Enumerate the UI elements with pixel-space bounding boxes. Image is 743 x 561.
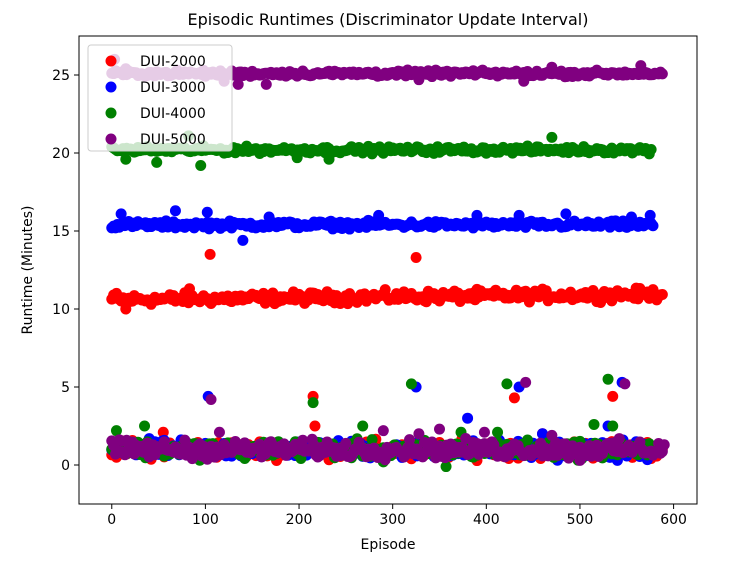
- point-dui-4000: [307, 397, 319, 409]
- plot-frame: [78, 35, 698, 505]
- point-dui-4000: [139, 420, 151, 432]
- x-tick-label: 400: [473, 512, 500, 528]
- point-dui-4000: [546, 131, 558, 143]
- legend-marker: [105, 107, 117, 119]
- point-dui-3000: [560, 208, 572, 220]
- point-dui-3000: [263, 211, 275, 223]
- point-dui-5000: [213, 426, 225, 438]
- point-dui-5000: [658, 439, 670, 451]
- legend-marker: [105, 55, 117, 67]
- x-axis-label: Episode: [361, 537, 416, 553]
- y-tick-label: 15: [52, 224, 70, 240]
- point-dui-4000: [195, 159, 207, 171]
- point-dui-2000: [204, 248, 216, 260]
- y-axis-ticks: 0 5 10 15 20 25: [52, 68, 79, 474]
- point-dui-4000: [588, 418, 600, 430]
- point-dui-5000: [546, 429, 558, 441]
- x-axis-ticks: 0 100 200 300 400 500 600: [107, 504, 687, 528]
- point-dui-2000: [110, 287, 122, 299]
- point-dui-4000: [492, 426, 504, 438]
- point-dui-5000: [232, 78, 244, 90]
- point-dui-5000: [518, 75, 530, 87]
- point-dui-4000: [501, 378, 513, 390]
- point-dui-3000: [644, 209, 656, 221]
- point-dui-3000: [513, 209, 525, 221]
- y-axis-label: Runtime (Minutes): [20, 206, 36, 335]
- point-dui-2000: [309, 420, 321, 432]
- point-dui-2000: [508, 392, 520, 404]
- point-dui-4000: [645, 143, 657, 155]
- point-dui-3000: [462, 412, 474, 424]
- point-dui-5000: [413, 428, 425, 440]
- point-dui-5000: [340, 437, 352, 449]
- point-dui-5000: [613, 433, 625, 445]
- x-tick-label: 500: [567, 512, 594, 528]
- point-dui-4000: [110, 425, 122, 437]
- point-dui-5000: [260, 78, 272, 90]
- y-tick-label: 20: [52, 146, 70, 162]
- point-dui-2000: [656, 288, 668, 300]
- legend-label: DUI-3000: [140, 80, 206, 96]
- legend-marker: [105, 133, 117, 145]
- point-dui-4000: [405, 378, 417, 390]
- y-tick-label: 0: [61, 458, 70, 474]
- legend-box: [87, 44, 233, 152]
- x-tick-label: 300: [379, 512, 406, 528]
- x-tick-label: 200: [286, 512, 313, 528]
- legend: DUI-2000 DUI-3000 DUI-4000 DUI-5000: [87, 44, 233, 152]
- x-tick-label: 100: [192, 512, 219, 528]
- point-dui-3000: [537, 428, 548, 440]
- point-dui-5000: [546, 61, 558, 73]
- point-dui-3000: [647, 220, 659, 232]
- point-dui-4000: [607, 420, 619, 432]
- point-dui-3000: [169, 205, 181, 217]
- legend-label: DUI-2000: [140, 54, 206, 70]
- y-tick-label: 25: [52, 68, 70, 84]
- point-dui-4000: [440, 461, 452, 473]
- point-dui-5000: [205, 393, 217, 405]
- point-dui-4000: [602, 373, 614, 385]
- y-tick-label: 10: [52, 302, 70, 318]
- point-dui-5000: [297, 434, 309, 446]
- point-dui-4000: [357, 420, 369, 432]
- point-dui-3000: [201, 206, 213, 218]
- point-dui-2000: [607, 390, 619, 402]
- point-dui-5000: [574, 454, 586, 466]
- point-dui-5000: [413, 74, 425, 86]
- point-dui-2000: [183, 283, 195, 295]
- point-dui-3000: [625, 211, 637, 223]
- point-dui-5000: [520, 376, 532, 388]
- y-tick-label: 5: [61, 380, 70, 396]
- point-dui-5000: [478, 426, 490, 438]
- point-dui-5000: [377, 425, 389, 437]
- point-dui-2000: [157, 426, 169, 438]
- x-tick-label: 0: [107, 512, 116, 528]
- point-dui-4000: [522, 434, 534, 446]
- point-dui-4000: [291, 152, 303, 164]
- point-dui-4000: [366, 434, 378, 446]
- point-dui-5000: [635, 60, 647, 72]
- point-dui-2000: [410, 252, 422, 264]
- legend-label: DUI-4000: [140, 106, 206, 122]
- point-dui-2000: [120, 303, 132, 315]
- point-dui-3000: [373, 209, 385, 221]
- point-dui-4000: [323, 153, 335, 165]
- legend-label: DUI-5000: [140, 132, 206, 148]
- point-dui-4000: [151, 156, 163, 168]
- point-dui-5000: [619, 378, 631, 390]
- chart-title: Episodic Runtimes (Discriminator Update …: [188, 10, 589, 29]
- point-dui-5000: [656, 68, 668, 80]
- point-dui-3000: [237, 234, 249, 246]
- legend-marker: [105, 81, 117, 93]
- point-dui-4000: [120, 153, 132, 165]
- point-dui-3000: [115, 208, 127, 220]
- point-dui-3000: [471, 209, 483, 221]
- x-tick-label: 600: [660, 512, 687, 528]
- point-dui-5000: [434, 423, 445, 435]
